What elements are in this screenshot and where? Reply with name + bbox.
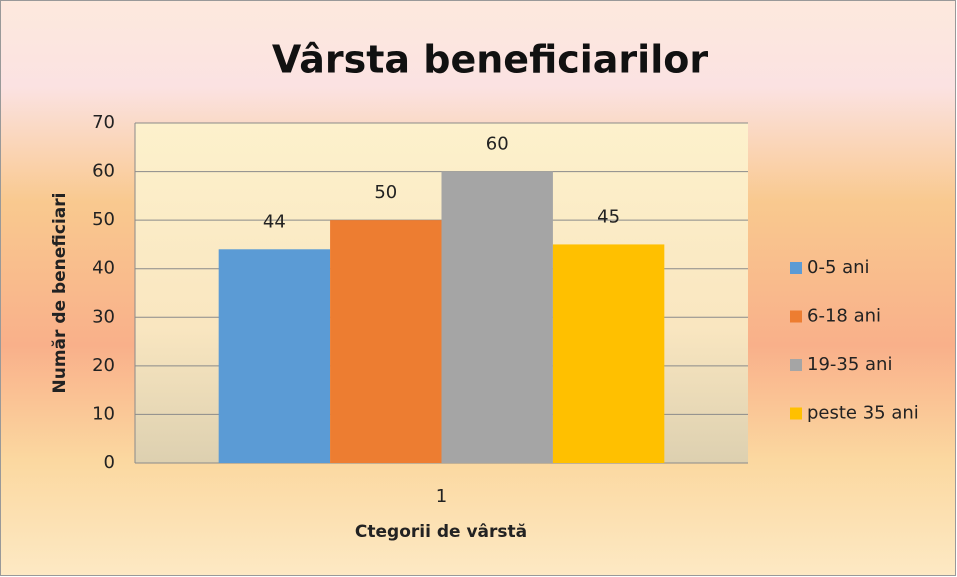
y-tick-label: 0 bbox=[104, 452, 115, 473]
y-tick-label: 10 bbox=[92, 403, 115, 424]
bar bbox=[218, 249, 331, 463]
data-label: 45 bbox=[597, 206, 620, 227]
bar bbox=[441, 171, 553, 464]
y-tick-label: 20 bbox=[92, 355, 115, 376]
legend-swatch bbox=[790, 262, 802, 274]
y-tick-label: 30 bbox=[92, 306, 115, 327]
data-label: 60 bbox=[486, 134, 509, 155]
x-tick-label: 1 bbox=[436, 486, 447, 507]
legend-swatch bbox=[790, 407, 802, 420]
x-axis-title: Ctegorii de vârstă bbox=[355, 522, 527, 542]
data-label: 44 bbox=[263, 211, 286, 232]
legend-swatch bbox=[790, 310, 802, 323]
chart-title: Vârsta beneficiarilor bbox=[272, 38, 708, 82]
y-tick-label: 40 bbox=[92, 258, 115, 279]
legend-label: 6-18 ani bbox=[807, 306, 881, 327]
y-axis-title: Număr de beneficiari bbox=[50, 193, 70, 394]
bar bbox=[330, 220, 442, 463]
legend-label: peste 35 ani bbox=[807, 403, 919, 424]
y-tick-label: 70 bbox=[92, 112, 115, 133]
data-label: 50 bbox=[374, 182, 397, 203]
legend-label: 19-35 ani bbox=[807, 354, 892, 375]
y-tick-label: 60 bbox=[92, 161, 115, 182]
y-tick-label: 50 bbox=[92, 209, 115, 230]
bar bbox=[552, 244, 665, 463]
legend-label: 0-5 ani bbox=[807, 257, 870, 278]
legend-swatch bbox=[790, 359, 802, 371]
